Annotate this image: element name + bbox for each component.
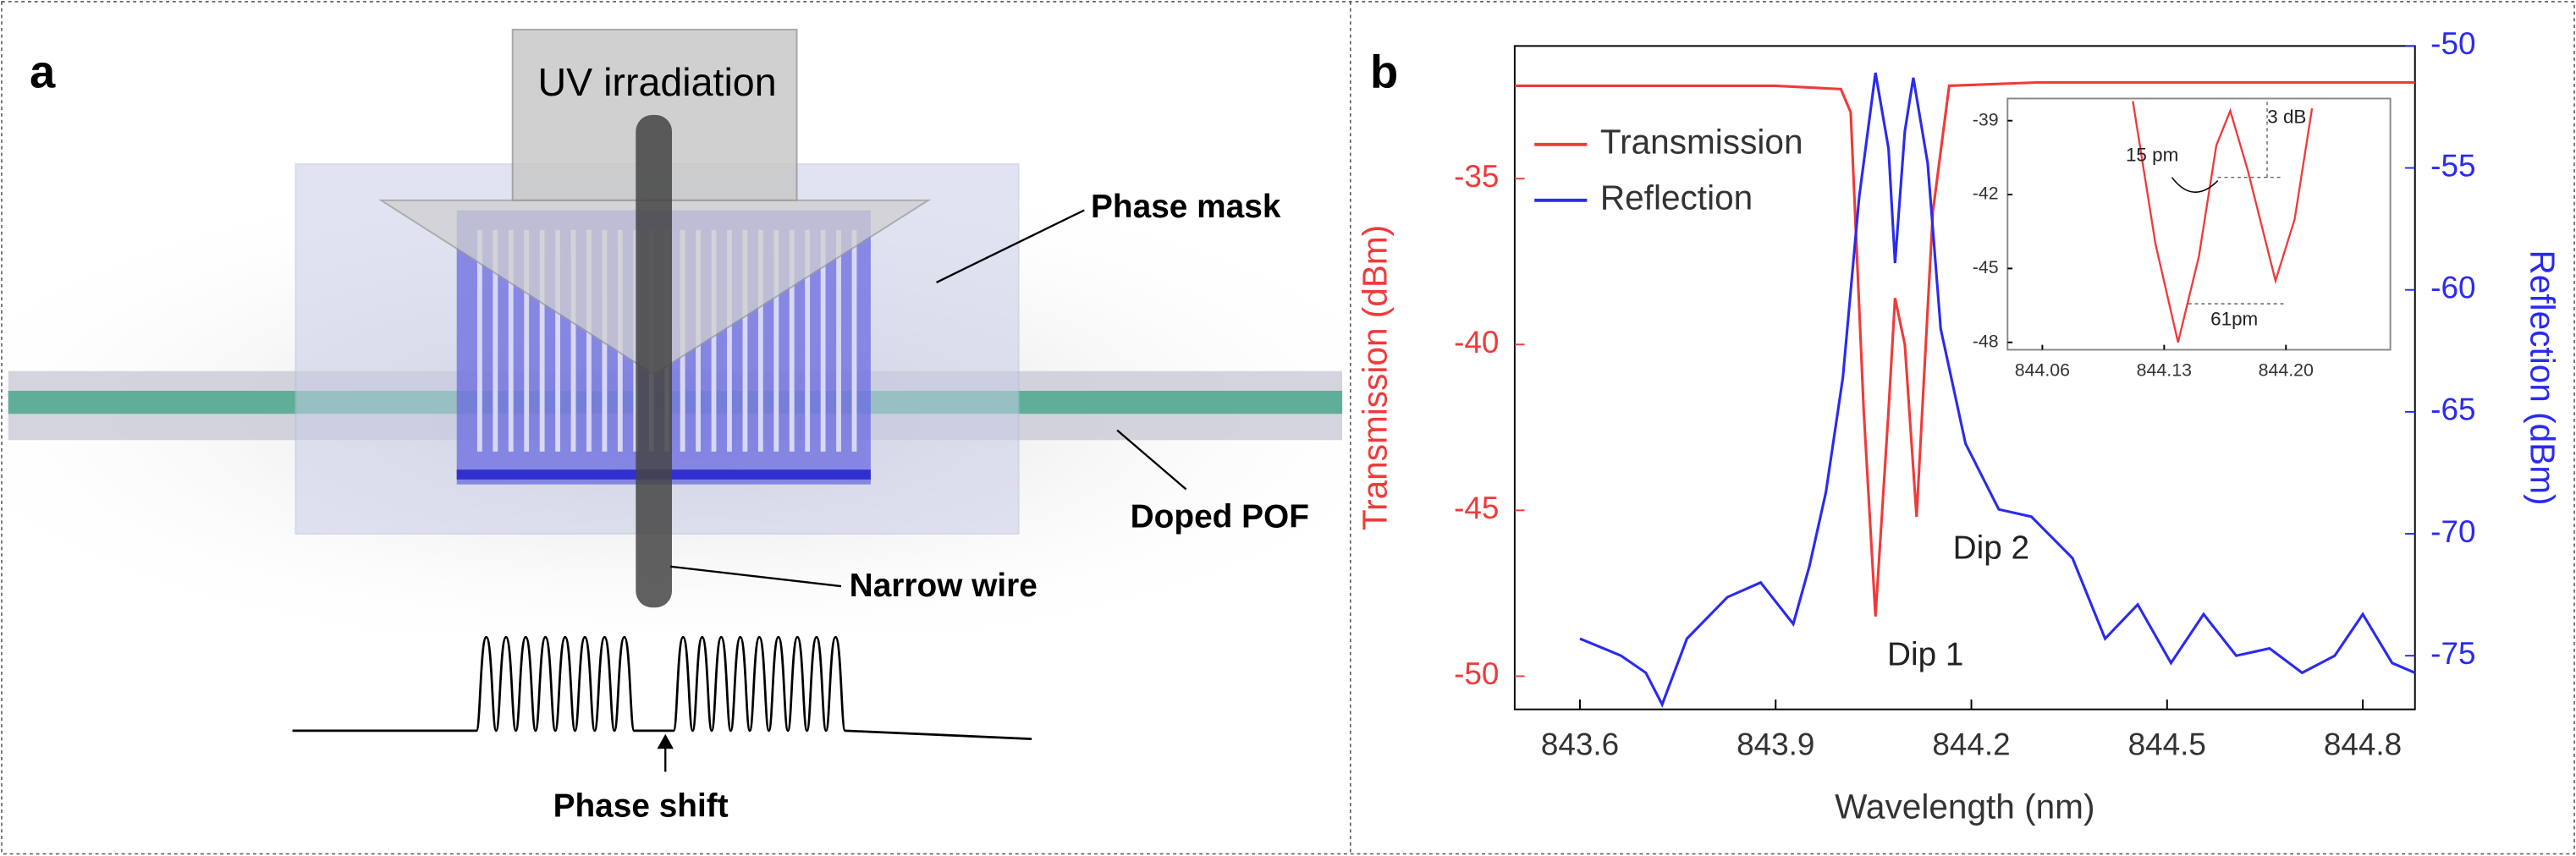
phase-shift-label: Phase shift (553, 787, 729, 824)
legend-label: Reflection (1600, 178, 1753, 217)
x-tick-label: 844.5 (2128, 727, 2206, 762)
x-tick-label: 844.2 (1932, 727, 2010, 762)
y2-tick-label: -70 (2430, 514, 2475, 549)
pointer (2171, 177, 2219, 193)
series-line (1514, 80, 2415, 617)
y-tick-label: -48 (1973, 331, 1999, 351)
narrow-wire-label: Narrow wire (850, 568, 1038, 604)
diagram: UV irradiation Phase mask Doped POF Narr… (8, 28, 1343, 824)
narrow-wire (636, 114, 673, 608)
x-tick-label: 843.6 (1541, 727, 1619, 762)
y-tick-label: -45 (1454, 491, 1499, 525)
y-tick-label: -50 (1454, 656, 1499, 691)
y-tick-label: -42 (1973, 184, 1999, 204)
doped-pof-label: Doped POF (1131, 499, 1309, 535)
series-line (1579, 72, 2416, 708)
x-tick-label: 844.8 (2324, 727, 2402, 762)
y-axis-label: Transmission (dBm) (1355, 225, 1394, 530)
x-axis-label: Wavelength (nm) (1835, 787, 2094, 826)
panel-label: b (1370, 47, 1398, 98)
panel-label: a (30, 47, 56, 98)
x-tick-label: 843.9 (1737, 727, 1814, 762)
y2-tick-label: -60 (2430, 270, 2475, 305)
y2-axis-label: Reflection (dBm) (2524, 250, 2562, 505)
plot-frame (2006, 97, 2392, 351)
annotation: 61pm (2210, 308, 2258, 329)
series-line (2132, 101, 2314, 343)
annotation: Dip 1 (1887, 637, 1963, 673)
x-tick-label: 844.20 (2259, 360, 2314, 381)
index-profile (292, 635, 1032, 740)
arrow-head (657, 733, 674, 749)
x-tick-label: 844.13 (2137, 360, 2192, 381)
legend-label: Transmission (1600, 123, 1803, 162)
phase-mask-label: Phase mask (1091, 189, 1281, 225)
y-tick-label: -35 (1454, 159, 1499, 194)
uv-label: UV irradiation (537, 60, 776, 104)
x-tick-label: 844.06 (2015, 360, 2070, 381)
leader (1116, 429, 1187, 491)
y2-tick-label: -65 (2430, 392, 2475, 427)
y2-tick-label: -50 (2430, 26, 2475, 61)
plot-frame (1513, 45, 2416, 711)
y-tick-label: -40 (1454, 325, 1499, 359)
leader (936, 209, 1085, 283)
annotation: Dip 2 (1953, 530, 2029, 567)
y-tick-label: -45 (1973, 257, 1999, 277)
y-tick-label: -39 (1973, 109, 1999, 129)
y2-tick-label: -75 (2430, 636, 2475, 671)
leader (669, 565, 842, 588)
y2-tick-label: -55 (2430, 148, 2475, 183)
annotation: 3 dB (2267, 107, 2306, 128)
annotation: 15 pm (2126, 144, 2178, 165)
